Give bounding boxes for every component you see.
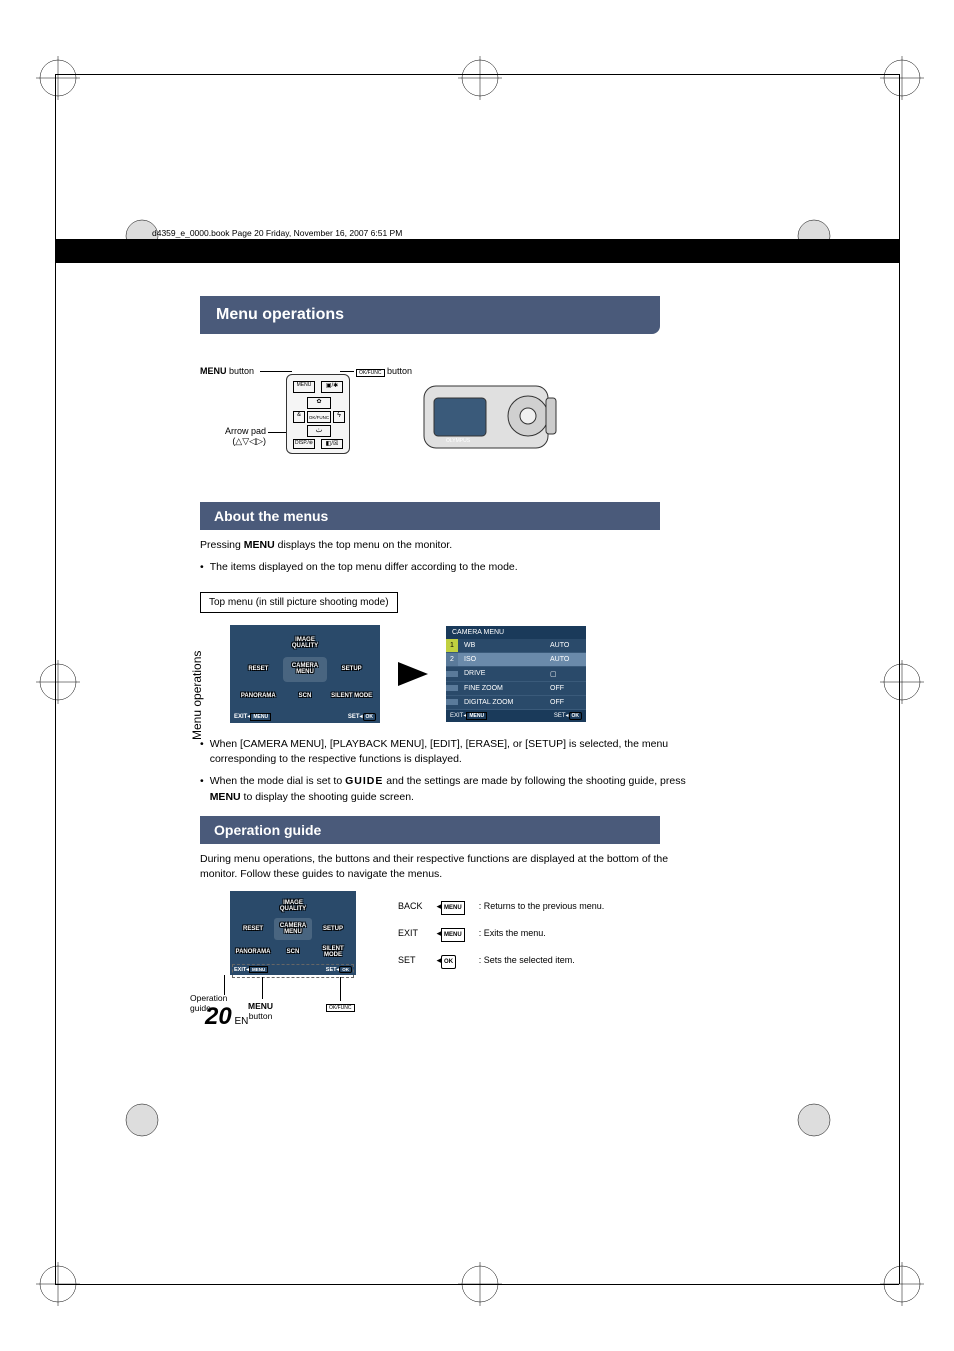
camera-down-btn: ٺ xyxy=(307,425,331,437)
lcd-set-label: SET xyxy=(348,714,360,720)
menu-button-label-b: button xyxy=(227,366,255,376)
lcd-panorama: PANORAMA xyxy=(236,684,281,709)
callout-line xyxy=(224,975,225,995)
crop-mark-rc xyxy=(880,660,924,704)
camera-left-btn: & xyxy=(293,411,305,423)
menu-button-label-a: MENU xyxy=(200,366,227,376)
lcd-image-quality: IMAGE QUALITY xyxy=(283,631,328,656)
lcd-silent: SILENT MODE xyxy=(329,684,374,709)
page-title: Menu operations xyxy=(200,296,660,334)
top-menu-lcd: IMAGE QUALITY RESET CAMERA MENU SETUP PA… xyxy=(230,625,380,723)
opguide-lcd: IMAGE QUALITY RESETCAMERA MENUSETUP PANO… xyxy=(230,891,356,975)
camera-ok-btn: OK/FUNC xyxy=(307,411,331,423)
legend-set: SET xyxy=(392,948,429,973)
camera-menu-btn: MENU xyxy=(293,381,315,393)
camera-menu-title: CAMERA MENU xyxy=(446,626,586,639)
arrow-right-icon xyxy=(398,662,428,686)
opguide-area: IMAGE QUALITY RESETCAMERA MENUSETUP PANO… xyxy=(200,891,700,975)
callout-line xyxy=(340,977,341,1001)
about-bullet-1: The items displayed on the top menu diff… xyxy=(200,560,700,576)
about-bullet-3: When the mode dial is set to GUIDE and t… xyxy=(200,774,700,806)
crop-mark-lc xyxy=(36,660,80,704)
lcd-exit-label: EXIT xyxy=(234,714,247,720)
legend-exit: EXIT xyxy=(392,920,429,945)
opguide-okfunc-label: OK/FUNC xyxy=(326,1004,355,1012)
camera-exp-btn: ▣/✱ xyxy=(321,381,343,393)
lcd-camera-menu: CAMERA MENU xyxy=(283,657,328,682)
crop-line-bottom xyxy=(55,1284,899,1285)
cm-finezoom: FINE ZOOM xyxy=(458,682,544,695)
callout-line xyxy=(268,432,288,433)
okfunc-button-badge: OK/FUNC xyxy=(356,369,385,377)
camera-trash-btn: ◧/☒ xyxy=(321,439,343,449)
content-area: Menu operations MENU button OK/FUNC butt… xyxy=(200,296,700,975)
top-menu-caption: Top menu (in still picture shooting mode… xyxy=(200,592,398,613)
cm-digzoom: DIGITAL ZOOM xyxy=(458,696,544,709)
register-circle xyxy=(124,1102,160,1138)
callout-line xyxy=(260,371,292,372)
about-p1: Pressing MENU displays the top menu on t… xyxy=(200,538,700,554)
about-bullet-2: When [CAMERA MENU], [PLAYBACK MENU], [ED… xyxy=(200,737,700,769)
about-heading: About the menus xyxy=(200,502,660,530)
page-number: 20 EN xyxy=(205,1003,248,1031)
cm-iso: ISO xyxy=(458,653,544,666)
opguide-menu-label: MENU xyxy=(248,1001,273,1011)
opguide-heading: Operation guide xyxy=(200,816,660,844)
cm-wb: WB xyxy=(458,639,544,652)
opguide-p1: During menu operations, the buttons and … xyxy=(200,852,700,884)
svg-text:OLYMPUS: OLYMPUS xyxy=(446,438,471,444)
register-circle xyxy=(796,1102,832,1138)
lcd-scn: SCN xyxy=(283,684,328,709)
arrow-pad-label: Arrow pad xyxy=(225,426,266,436)
crop-mark-tc xyxy=(458,56,502,100)
button-diagram: MENU button OK/FUNC button Arrow pad(△▽◁… xyxy=(200,362,700,482)
crop-mark-tl xyxy=(36,56,80,100)
lcd-setup: SETUP xyxy=(329,657,374,682)
arrow-pad-glyphs: (△▽◁▷) xyxy=(232,436,266,446)
dashed-callout xyxy=(232,964,354,978)
camera-up-btn: ✿ xyxy=(307,397,331,409)
camera-disp-btn: DISP./⊛ xyxy=(293,439,315,449)
cm-drive: DRIVE xyxy=(458,667,544,680)
crop-mark-tr xyxy=(880,56,924,100)
callout-line xyxy=(340,371,354,372)
legend-back: BACK xyxy=(392,893,429,918)
opguide-left-label: Operation xyxy=(190,993,227,1003)
menu-screenshot-row: IMAGE QUALITY RESET CAMERA MENU SETUP PA… xyxy=(230,625,700,723)
black-header-bar xyxy=(55,239,900,263)
okfunc-button-label: button xyxy=(385,366,413,376)
camera-menu-lcd: CAMERA MENU 1WBAUTO 2ISOAUTO DRIVE▢ FINE… xyxy=(446,626,586,722)
camera-right-btn: ϟ xyxy=(333,411,345,423)
opguide-legend: BACK◂MENU: Returns to the previous menu.… xyxy=(390,891,612,975)
callout-line xyxy=(262,977,263,999)
header-meta-text: d4359_e_0000.book Page 20 Friday, Novemb… xyxy=(152,228,402,238)
crop-line-top xyxy=(55,74,899,75)
lcd-reset: RESET xyxy=(236,657,281,682)
camera-back-illustration: MENU ▣/✱ ✿ & OK/FUNC ϟ ٺ DISP./⊛ ◧/☒ xyxy=(286,374,350,454)
camera-front-illustration: OLYMPUS xyxy=(420,376,560,456)
